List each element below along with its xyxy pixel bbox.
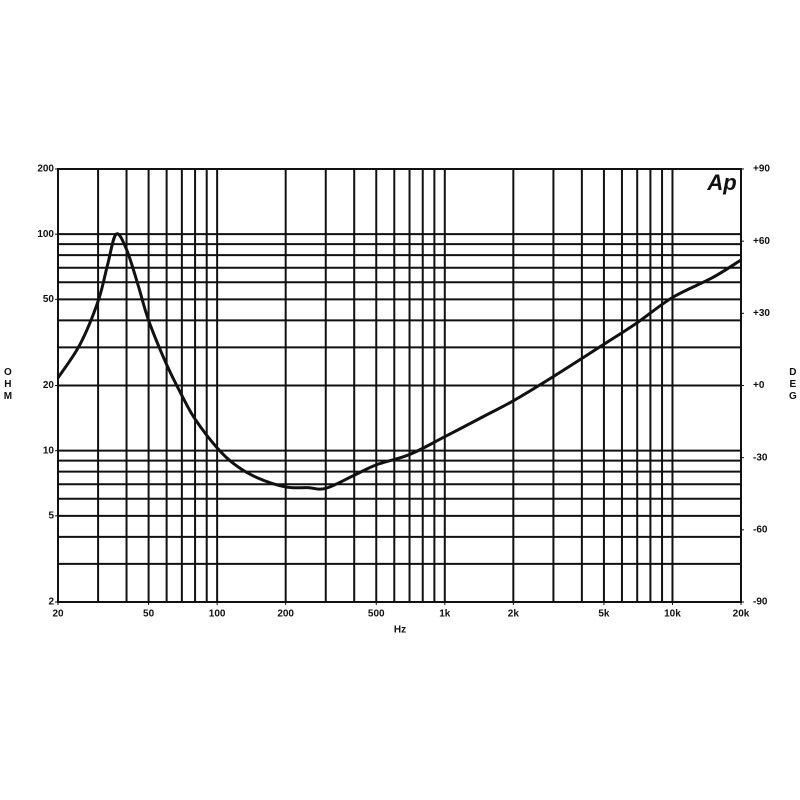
x-tick-label: 100 [209, 609, 226, 620]
y2-tick-label: +30 [753, 308, 770, 319]
y-tick-label: 5 [48, 510, 54, 521]
y-tick-label: 2 [48, 597, 54, 608]
y-tick-label: 200 [37, 164, 54, 175]
x-tick-label: 10k [664, 609, 681, 620]
y2-tick-label: -30 [753, 452, 768, 463]
y2-axis-label: DEG [787, 367, 798, 403]
y-tick-label: 20 [43, 380, 55, 391]
y-axis-label: OHM [2, 367, 13, 403]
x-tick-label: 20 [52, 609, 64, 620]
x-tick-label: 1k [439, 609, 451, 620]
x-tick-label: 500 [368, 609, 385, 620]
logo: Ap [706, 170, 736, 195]
x-tick-label: 50 [143, 609, 155, 620]
x-axis-label: Hz [394, 625, 406, 636]
y2-tick-label: -60 [753, 524, 768, 535]
x-tick-label: 20k [733, 609, 750, 620]
y2-tick-label: +0 [753, 380, 765, 391]
y2-tick-label: +60 [753, 236, 770, 247]
y-tick-label: 50 [43, 294, 55, 305]
x-tick-label: 200 [277, 609, 294, 620]
y2-tick-label: +90 [753, 164, 770, 175]
impedance-curve [56, 232, 742, 491]
y2-tick-label: -90 [753, 597, 768, 608]
x-tick-label: 5k [598, 609, 610, 620]
y-tick-label: 10 [43, 445, 55, 456]
y-tick-label: 100 [37, 229, 54, 240]
x-tick-label: 2k [508, 609, 520, 620]
